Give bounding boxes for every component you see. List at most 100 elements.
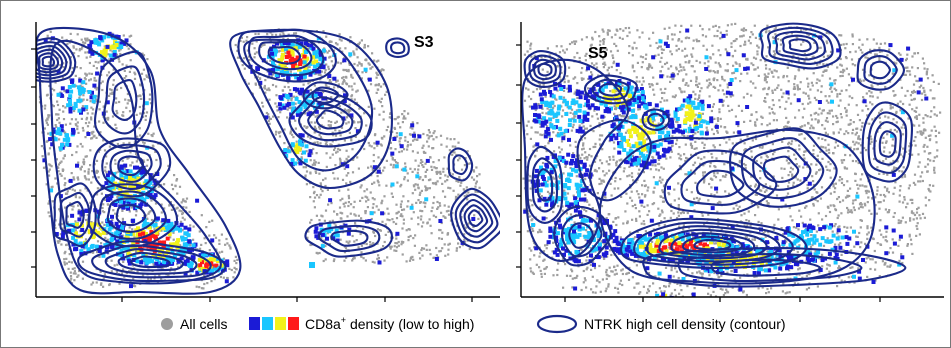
s3-cell (438, 250, 441, 253)
s3-cell (104, 236, 107, 239)
s5-cell (569, 144, 572, 147)
s3-cell (113, 264, 116, 267)
s3-cell (142, 160, 146, 163)
s3-cell (78, 77, 81, 80)
s3-cell (302, 166, 305, 169)
s3-cell (133, 77, 137, 80)
s3-contour (103, 65, 146, 135)
s3-cell (339, 163, 342, 166)
s5-cell (829, 87, 832, 90)
s3-cell (85, 155, 88, 158)
s3-cell (404, 139, 407, 142)
s3-cell (63, 154, 66, 157)
s5-cell (750, 155, 753, 158)
s5-cell (726, 83, 729, 86)
s3-cell (374, 234, 377, 238)
s5-cell (627, 116, 630, 119)
s5-cell (789, 102, 793, 105)
s3-cell (377, 181, 380, 184)
s3-cell (297, 161, 300, 164)
s5-cell (664, 62, 667, 66)
s5-cell (867, 256, 870, 259)
s3-cell (95, 281, 98, 284)
s5-cell (926, 145, 929, 148)
s3-cell (91, 281, 95, 284)
s5-cell (933, 106, 936, 109)
s5-cell (757, 46, 760, 49)
s5-cell (603, 242, 606, 245)
s5-cell (851, 63, 854, 66)
s3-cell (353, 62, 356, 66)
s3-cell (352, 158, 355, 161)
s3-cell (338, 95, 341, 98)
s5-cell (712, 53, 715, 56)
s5-cell (881, 260, 884, 263)
s3-cell (287, 99, 290, 102)
s3-cell (432, 256, 435, 259)
s5-cell (794, 157, 797, 161)
s5-cell (835, 89, 838, 92)
s5-cell (861, 121, 864, 125)
s3-cell (72, 176, 75, 179)
s3-cell (54, 177, 57, 180)
s3-cell (395, 246, 399, 249)
s3-cell (43, 127, 46, 130)
s3-cell (361, 71, 364, 74)
s3-cell (340, 111, 343, 114)
s3-cell (151, 173, 154, 176)
s5-cell (564, 163, 567, 167)
s5-cell (602, 180, 606, 183)
s3-cell (96, 251, 99, 254)
s5-cell (615, 244, 618, 247)
s3-cell (246, 36, 249, 39)
s5-cell (613, 105, 616, 108)
s3-cd8-cell (290, 101, 295, 106)
s3-cell (451, 212, 454, 215)
s5-cell (937, 82, 940, 85)
s3-cell (234, 268, 238, 271)
s3-cell (345, 182, 348, 185)
s3-cell (274, 102, 277, 105)
s3-cell (437, 206, 440, 209)
s3-cell (180, 201, 183, 204)
s5-cell (826, 168, 829, 171)
s3-cd8-cell (108, 170, 112, 175)
s5-cell (545, 150, 548, 153)
s5-cell (852, 206, 855, 209)
s3-cd8-cell (298, 161, 303, 166)
s3-cell (389, 247, 392, 250)
s3-cell (365, 58, 368, 61)
s3-cell (52, 51, 55, 54)
s3-contour (36, 48, 64, 74)
s3-cell (383, 259, 386, 262)
s3-cd8-cell (148, 180, 153, 185)
s3-cell (61, 36, 64, 39)
s5-cell (635, 190, 639, 193)
s3-cell (475, 180, 478, 183)
s5-cell (734, 49, 737, 52)
s3-cell (381, 68, 384, 71)
s5-cell (703, 143, 706, 146)
s3-cell (79, 167, 82, 170)
s3-cell (84, 187, 87, 190)
s3-cell (172, 204, 175, 207)
s5-cell (840, 64, 843, 67)
s3-cd8-cell (305, 89, 310, 94)
s3-cell (415, 138, 419, 141)
s5-cell (770, 287, 773, 290)
s3-cell (325, 143, 328, 146)
s3-cd8-cell (144, 101, 149, 106)
s3-cell (282, 32, 285, 35)
s3-cell (138, 127, 141, 130)
s5-cell (785, 100, 788, 103)
s3-cell (51, 200, 55, 203)
s3-cell (401, 121, 404, 124)
s3-cell (154, 187, 157, 190)
s3-cd8-cell (318, 57, 323, 62)
s3-cell (424, 185, 427, 188)
s3-cd8-cell (75, 163, 79, 168)
s3-cell (331, 131, 334, 134)
s3-cd8-cell (295, 143, 300, 148)
s3-cd8-cell (346, 231, 351, 236)
s3-cell (419, 176, 422, 179)
